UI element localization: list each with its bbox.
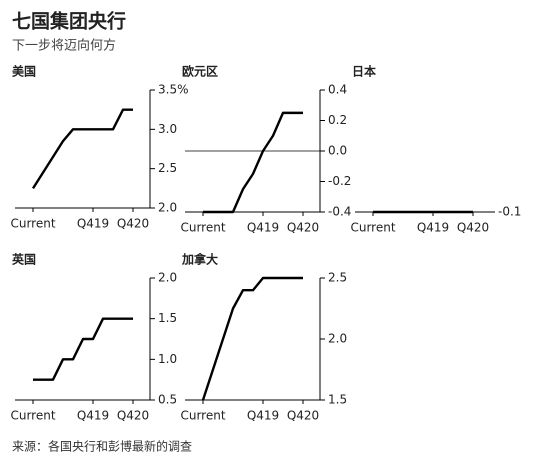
x-tick-label: Current [10,409,55,423]
y-tick-label: 3.0 [158,122,177,136]
panel-title: 日本 [352,64,376,79]
x-tick-label: Q419 [417,221,449,235]
y-tick-label: 2.5 [158,161,177,175]
y-tick-label: 1.5 [158,311,177,325]
y-tick-label: -0.4 [328,205,351,219]
y-tick-label: 0.4 [328,83,347,97]
y-tick-label: 0.0 [328,144,347,158]
y-tick-label: 2.5 [328,271,347,285]
panel-title: 欧元区 [182,64,218,79]
x-tick-label: Current [350,221,395,235]
y-tick-label: 0.5 [158,393,177,407]
subtitle: 下一步将迈向何方 [12,38,116,54]
x-tick-label: Current [10,217,55,231]
x-tick-label: Q419 [247,409,279,423]
x-tick-label: Q420 [117,217,149,231]
source: 来源：各国央行和彭博最新的调查 [12,439,192,454]
line [33,317,133,381]
panel-title: 英国 [12,252,36,267]
line [31,108,133,189]
line [201,276,303,401]
panel-title: 加拿大 [181,252,218,267]
x-tick-label: Current [180,409,225,423]
y-tick-label: 1.0 [158,352,177,366]
y-tick-label: 1.5 [328,393,347,407]
y-tick-label: 2.0 [158,201,177,215]
y-tick-label: -0.1 [498,205,521,219]
panel-title: 美国 [12,64,36,79]
x-tick-label: Q420 [287,409,319,423]
y-tick-label: 0.2 [328,113,347,127]
x-tick-label: Q420 [287,221,319,235]
x-tick-label: Current [180,221,225,235]
x-tick-label: Q420 [457,221,489,235]
x-tick-label: Q419 [77,409,109,423]
x-tick-label: Q420 [117,409,149,423]
x-tick-label: Q419 [77,217,109,231]
line [203,111,303,214]
x-tick-label: Q419 [247,221,279,235]
y-tick-label: 3.5% [158,83,189,97]
page-title: 七国集团央行 [12,10,126,33]
y-tick-label: 2.0 [328,332,347,346]
y-tick-label: 2.0 [158,271,177,285]
y-tick-label: -0.2 [328,174,351,188]
